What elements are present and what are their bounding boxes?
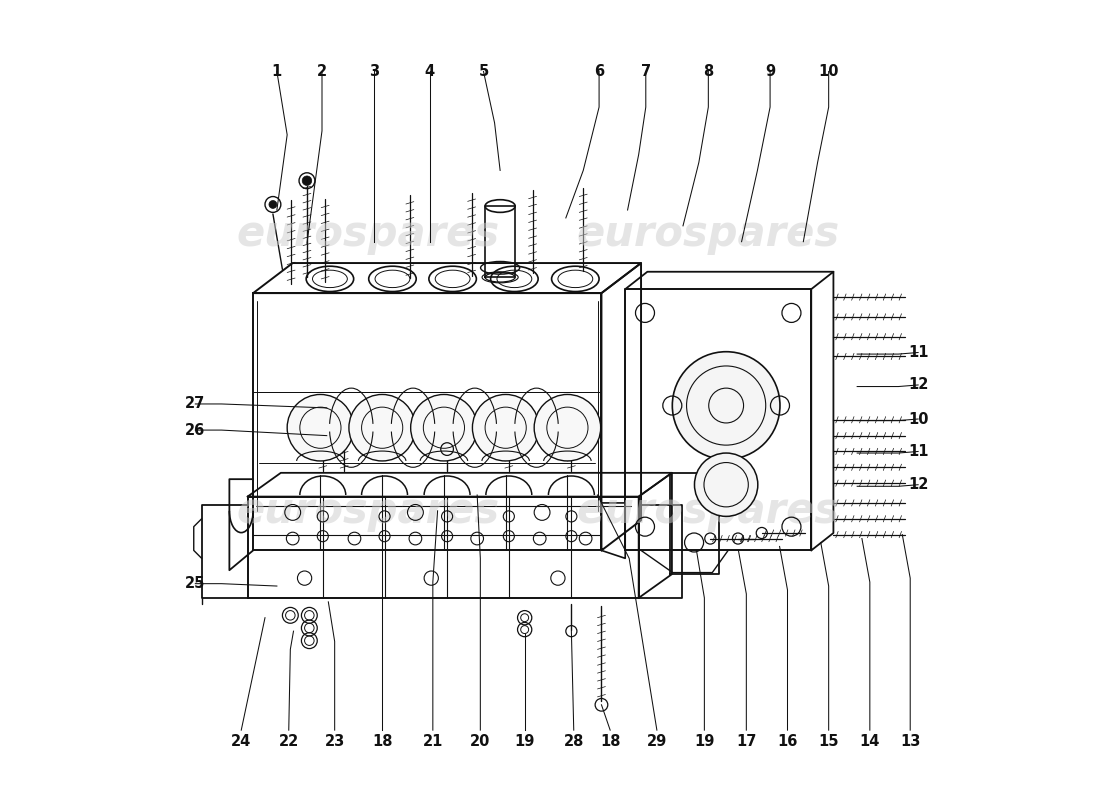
Text: 26: 26 <box>185 422 206 438</box>
Text: 27: 27 <box>185 397 206 411</box>
Circle shape <box>349 394 416 461</box>
Text: eurospares: eurospares <box>236 213 499 254</box>
Text: 20: 20 <box>470 734 491 750</box>
Circle shape <box>410 394 477 461</box>
Text: 10: 10 <box>818 64 839 79</box>
Text: 25: 25 <box>185 576 206 591</box>
Text: 4: 4 <box>425 64 435 79</box>
Text: 5: 5 <box>478 64 488 79</box>
Text: 21: 21 <box>422 734 443 750</box>
Circle shape <box>302 176 311 186</box>
Text: 6: 6 <box>594 64 604 79</box>
Circle shape <box>535 394 601 461</box>
Text: eurospares: eurospares <box>236 490 499 532</box>
Text: 1: 1 <box>272 64 282 79</box>
Text: 24: 24 <box>231 734 252 750</box>
Text: 15: 15 <box>818 734 839 750</box>
Text: 19: 19 <box>694 734 715 750</box>
Text: 18: 18 <box>600 734 620 750</box>
Text: eurospares: eurospares <box>576 213 840 254</box>
Text: 10: 10 <box>908 411 928 426</box>
Text: 14: 14 <box>859 734 880 750</box>
Text: 18: 18 <box>372 734 393 750</box>
Text: 29: 29 <box>647 734 667 750</box>
Circle shape <box>672 352 780 459</box>
Text: 9: 9 <box>764 64 776 79</box>
Circle shape <box>472 394 539 461</box>
Text: 7: 7 <box>640 64 651 79</box>
Text: 12: 12 <box>908 378 928 393</box>
Text: 13: 13 <box>900 734 921 750</box>
Circle shape <box>287 394 354 461</box>
Text: 23: 23 <box>324 734 344 750</box>
Text: eurospares: eurospares <box>576 490 840 532</box>
Text: 11: 11 <box>908 345 928 360</box>
Text: 11: 11 <box>908 444 928 459</box>
Circle shape <box>270 201 277 209</box>
Text: 16: 16 <box>778 734 798 750</box>
Text: 19: 19 <box>515 734 535 750</box>
Text: 17: 17 <box>736 734 757 750</box>
Text: 2: 2 <box>317 64 327 79</box>
Circle shape <box>694 453 758 516</box>
Text: 8: 8 <box>703 64 714 79</box>
Text: 22: 22 <box>278 734 299 750</box>
Text: 12: 12 <box>908 478 928 492</box>
Text: 3: 3 <box>370 64 379 79</box>
Text: 28: 28 <box>563 734 584 750</box>
